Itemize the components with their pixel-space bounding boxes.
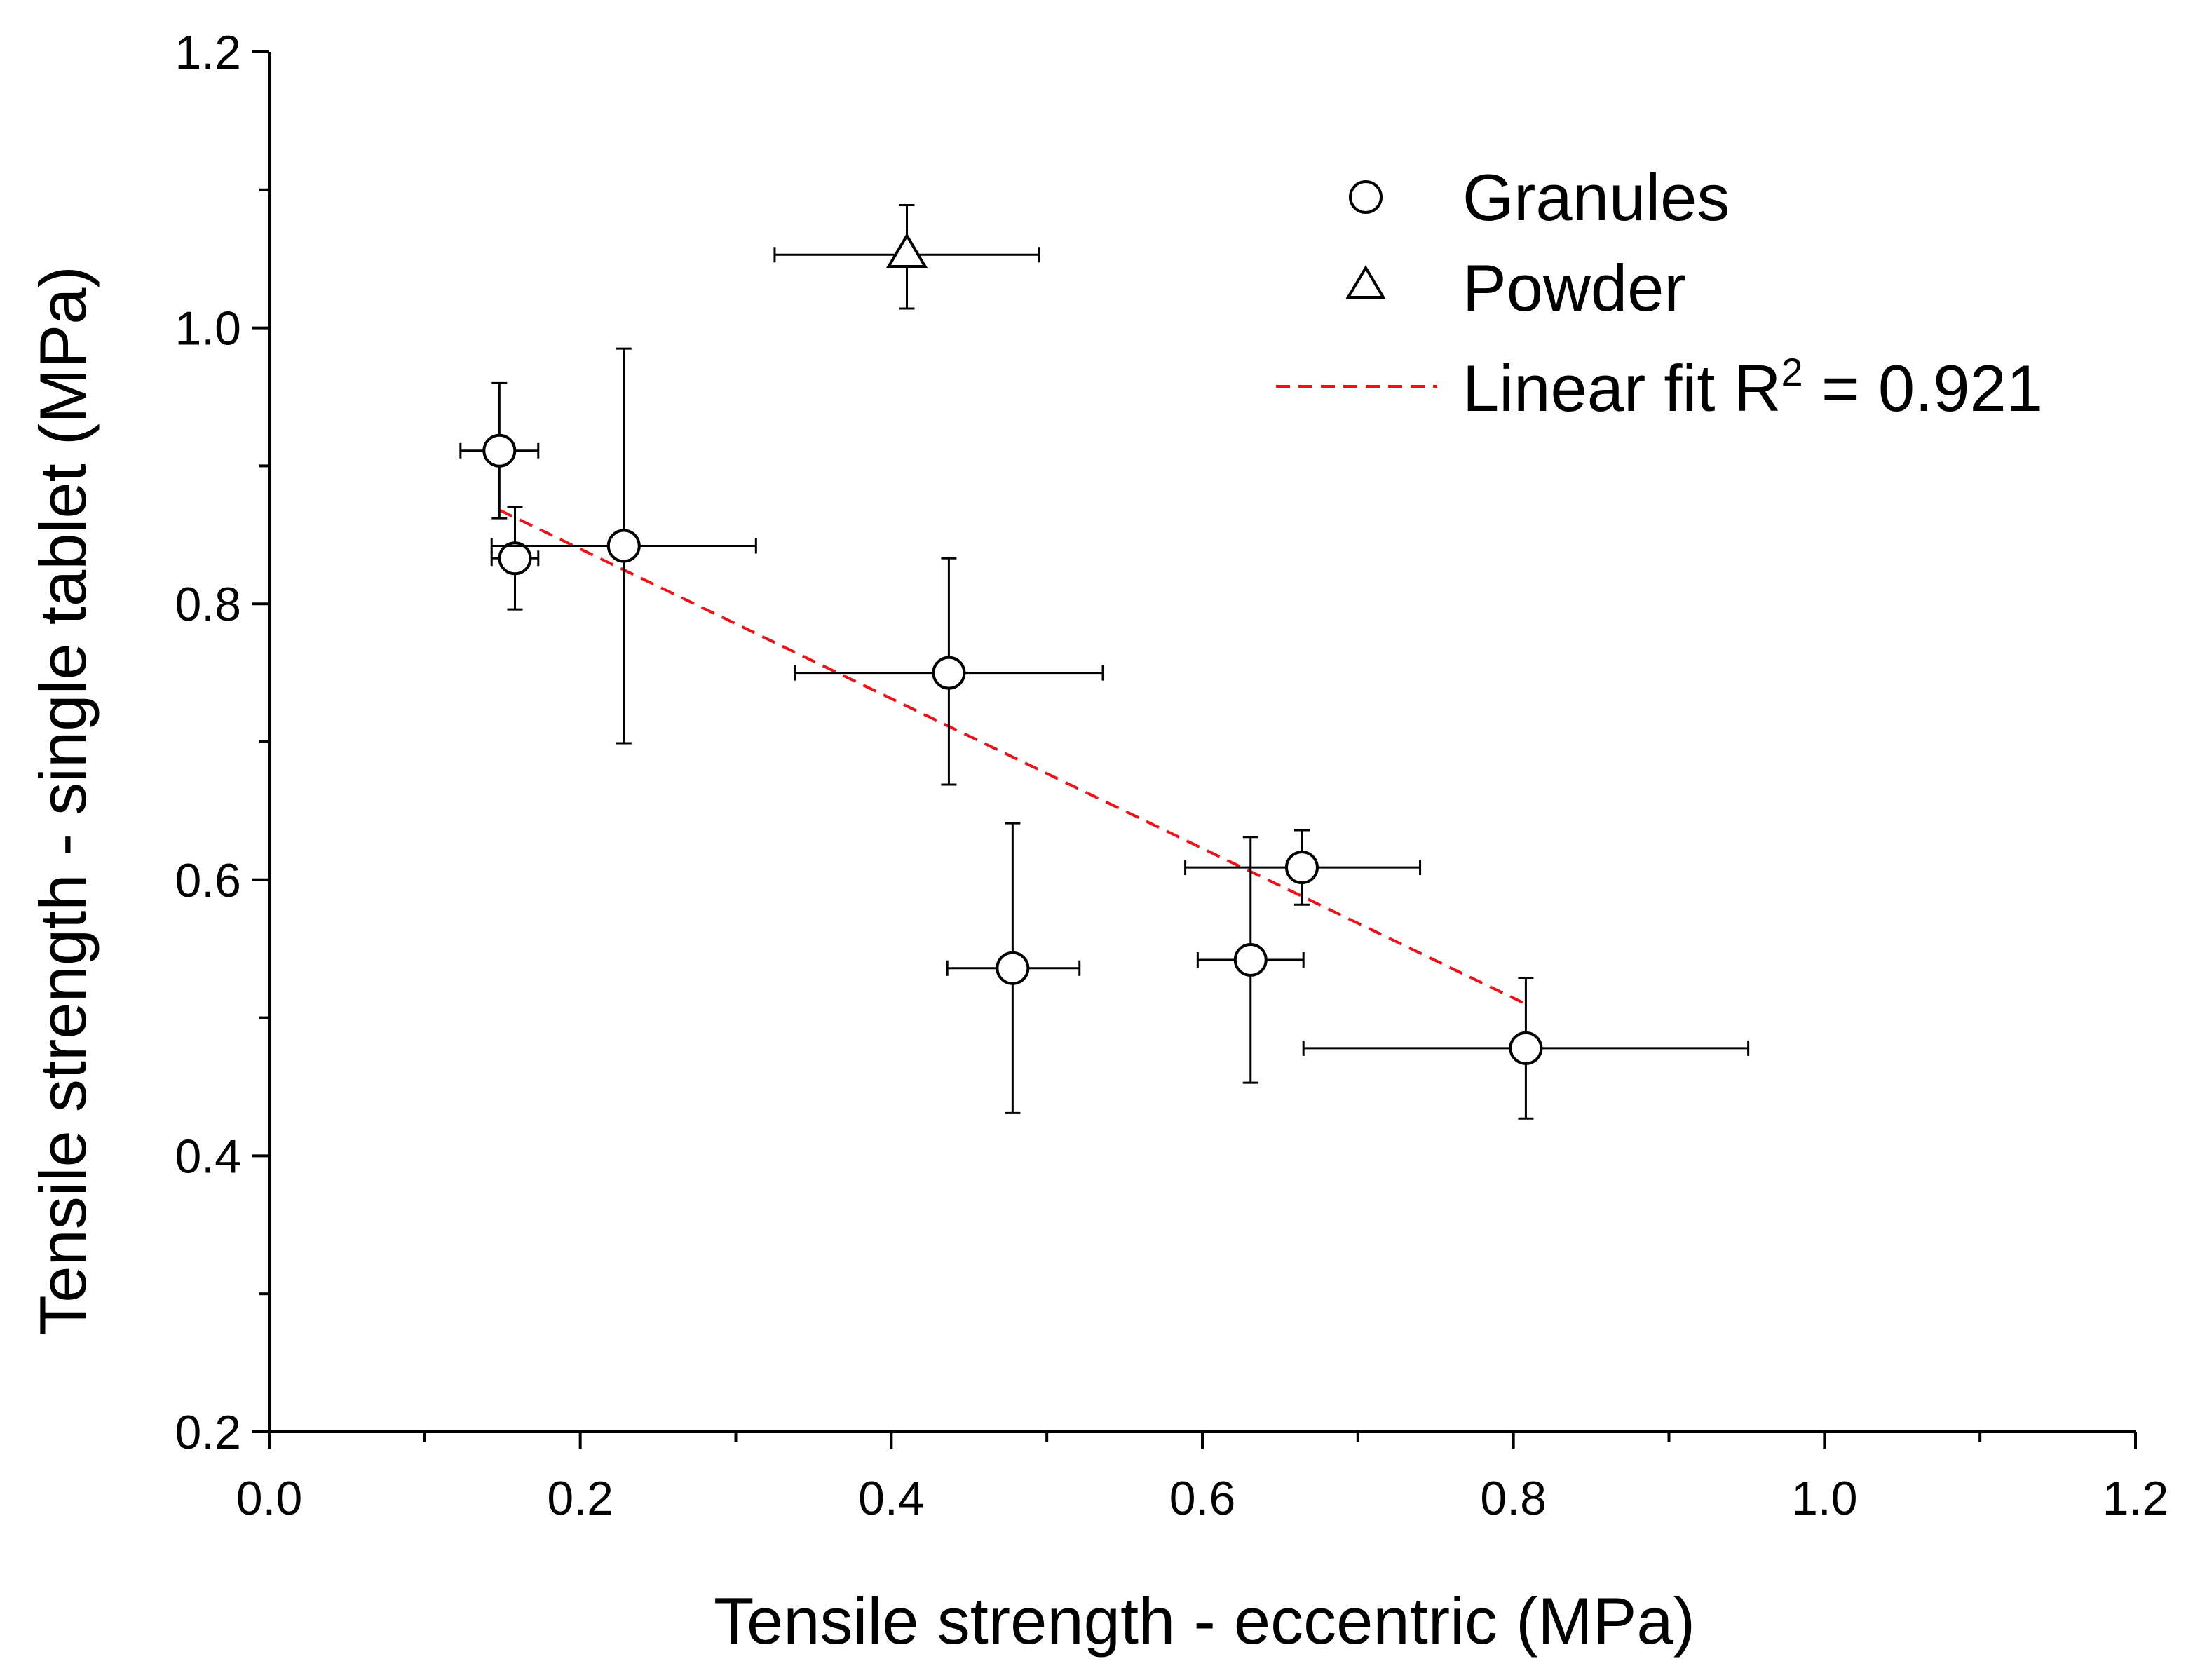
x-tick-label: 0.2 [547, 1472, 613, 1525]
legend: Granules Powder Linear fit R2 = 0.921 [1276, 161, 2043, 425]
granules-point [482, 433, 517, 468]
y-tick-label: 1.2 [175, 26, 241, 79]
fit-label-superscript: 2 [1781, 350, 1803, 394]
legend-label-fit: Linear fit R2 = 0.921 [1462, 350, 2043, 425]
y-tick-label: 0.2 [175, 1406, 241, 1459]
legend-marker-powder [1345, 265, 1386, 299]
granules-point [1284, 851, 1319, 885]
granules-point [1509, 1031, 1543, 1065]
legend-label-granules: Granules [1462, 161, 1730, 234]
granules-point [996, 951, 1030, 985]
legend-marker-granules [1349, 180, 1383, 214]
fit-label-suffix: = 0.921 [1803, 351, 2043, 425]
x-tick-label: 1.2 [2103, 1472, 2169, 1525]
granules-point [606, 529, 641, 563]
x-tick-label: 0.0 [236, 1472, 303, 1525]
granules-point [1233, 942, 1268, 977]
x-tick-label: 0.8 [1480, 1472, 1547, 1525]
linear-fit-line [498, 508, 1527, 1005]
granules-point [932, 656, 966, 690]
powder-point [886, 233, 928, 269]
legend-label-powder: Powder [1462, 251, 1686, 325]
x-tick-label: 1.0 [1791, 1472, 1858, 1525]
x-tick-label: 0.6 [1169, 1472, 1236, 1525]
y-tick-label: 0.8 [175, 578, 241, 631]
x-tick-label: 0.4 [858, 1472, 925, 1525]
y-tick-label: 0.6 [175, 854, 241, 907]
y-axis-label: Tensile strength - single tablet (MPa) [26, 266, 100, 1336]
fit-label-prefix: Linear fit R [1462, 351, 1781, 425]
y-tick-label: 0.4 [175, 1130, 241, 1183]
x-axis-label: Tensile strength - eccentric (MPa) [714, 1584, 1695, 1658]
y-tick-label: 1.0 [175, 302, 241, 355]
plot-area: 0.0 0.2 0.4 0.6 0.8 1.0 1.2 0.2 0.4 0.6 0.8 1.0 1.2 [175, 26, 2168, 1525]
granules-point [498, 541, 532, 576]
